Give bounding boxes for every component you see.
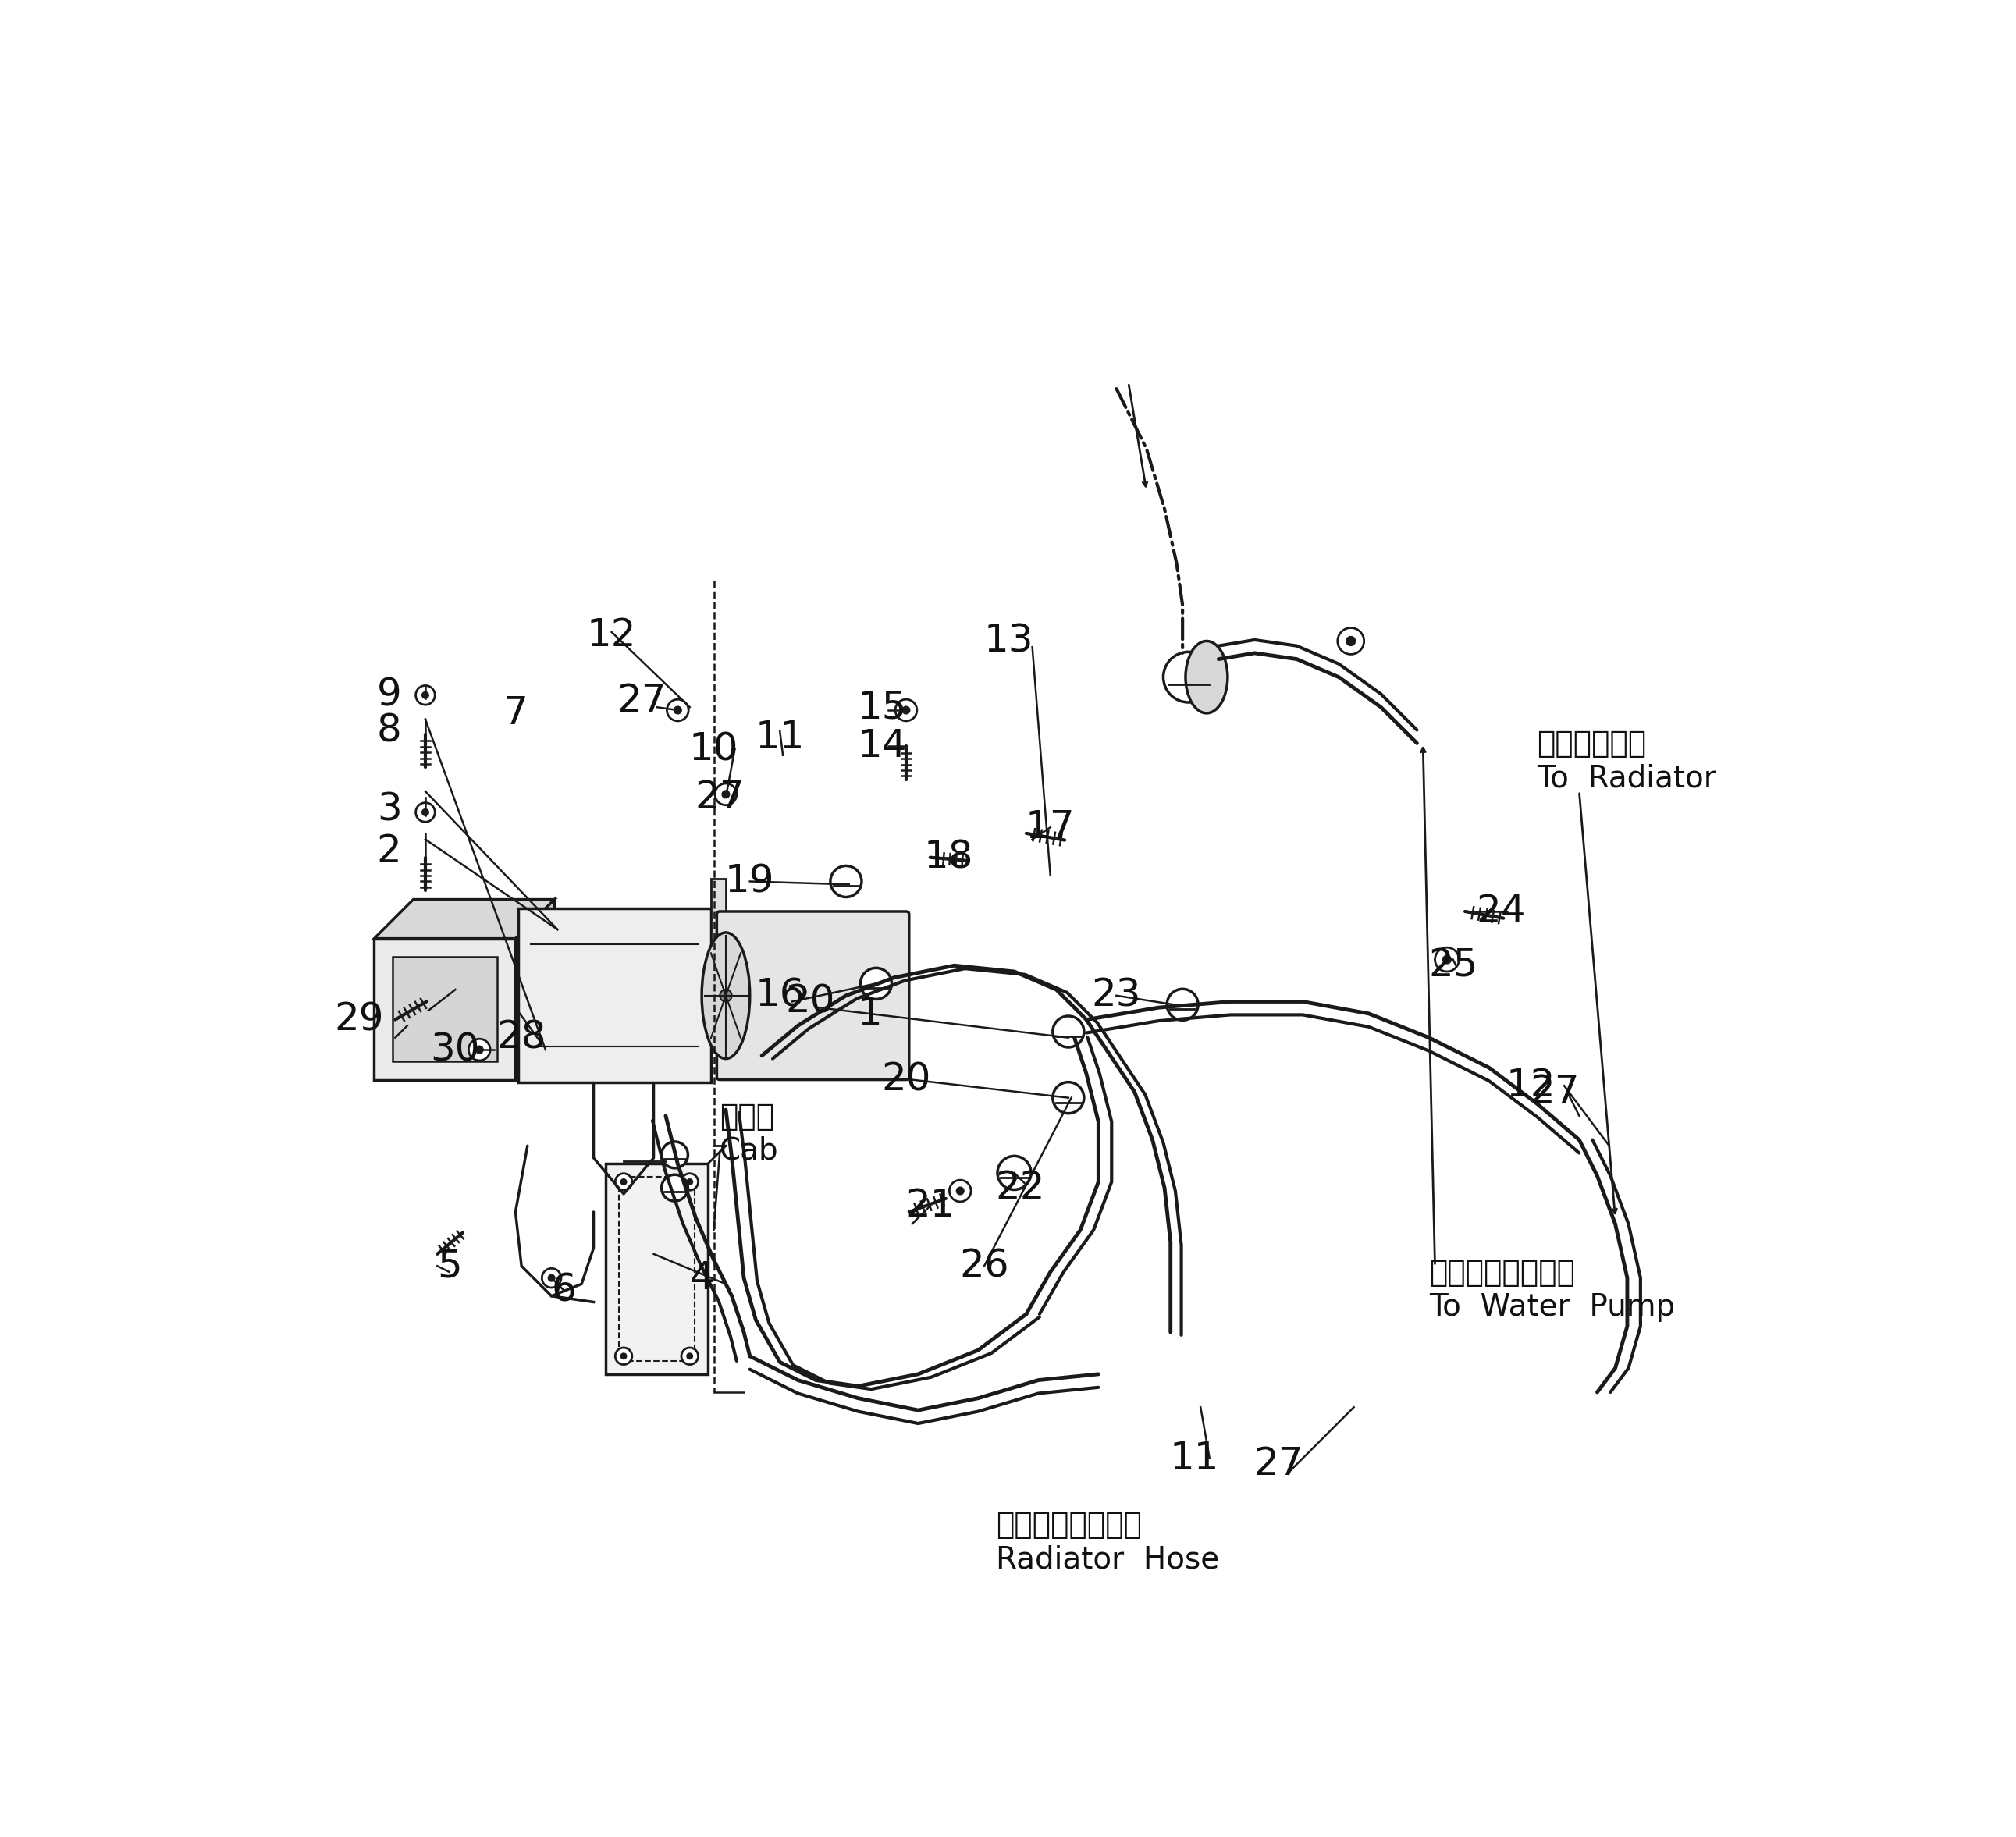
Text: 7: 7	[504, 694, 528, 731]
Text: 29: 29	[335, 1001, 383, 1038]
Text: 2: 2	[377, 832, 401, 871]
Text: ラジエータホース
Radiator  Hose: ラジエータホース Radiator Hose	[996, 1510, 1220, 1574]
Circle shape	[421, 693, 429, 698]
Circle shape	[861, 968, 891, 999]
Circle shape	[1347, 636, 1355, 645]
Bar	[712, 878, 726, 957]
Circle shape	[1052, 1082, 1085, 1113]
Polygon shape	[375, 900, 554, 939]
Circle shape	[681, 1174, 698, 1190]
Text: 27: 27	[617, 682, 667, 720]
Circle shape	[722, 790, 730, 797]
Circle shape	[716, 783, 736, 805]
Text: 28: 28	[496, 1020, 546, 1056]
Circle shape	[681, 1348, 698, 1365]
Text: 27: 27	[1530, 1073, 1581, 1110]
Circle shape	[621, 1354, 627, 1359]
Text: 15: 15	[857, 689, 907, 726]
Text: 4: 4	[689, 1260, 714, 1297]
Text: 12: 12	[1506, 1067, 1556, 1104]
Text: 9: 9	[377, 676, 401, 715]
Circle shape	[415, 685, 435, 705]
Circle shape	[468, 1040, 490, 1060]
Circle shape	[956, 1187, 964, 1194]
Text: 25: 25	[1427, 946, 1478, 985]
Circle shape	[1163, 652, 1214, 702]
Bar	[619, 1178, 696, 1361]
FancyBboxPatch shape	[718, 911, 909, 1080]
Polygon shape	[516, 900, 554, 1080]
Circle shape	[542, 1268, 560, 1288]
Text: 26: 26	[960, 1247, 1010, 1284]
Text: 18: 18	[923, 840, 974, 876]
Text: 3: 3	[377, 790, 401, 828]
Text: 11: 11	[1169, 1440, 1220, 1477]
Circle shape	[1443, 955, 1452, 964]
Text: 20: 20	[784, 983, 835, 1020]
Circle shape	[1167, 988, 1198, 1020]
Text: 5: 5	[437, 1247, 462, 1284]
Text: 22: 22	[996, 1168, 1044, 1207]
Circle shape	[903, 707, 909, 715]
Circle shape	[687, 1354, 694, 1359]
Text: 19: 19	[726, 863, 774, 900]
Text: 16: 16	[756, 977, 804, 1014]
Circle shape	[661, 1174, 687, 1201]
Circle shape	[950, 1179, 972, 1201]
Circle shape	[621, 1179, 627, 1185]
Circle shape	[720, 990, 732, 1001]
Circle shape	[548, 1275, 554, 1282]
Circle shape	[415, 803, 435, 821]
Text: 24: 24	[1476, 893, 1526, 930]
Text: 10: 10	[689, 731, 738, 768]
Bar	[375, 939, 516, 1080]
Text: 30: 30	[431, 1031, 480, 1069]
Circle shape	[1337, 628, 1365, 654]
Circle shape	[615, 1174, 633, 1190]
Circle shape	[998, 1155, 1030, 1190]
Ellipse shape	[702, 933, 750, 1058]
Text: 6: 6	[550, 1271, 577, 1308]
Circle shape	[661, 1141, 687, 1168]
Bar	[518, 909, 712, 1082]
Text: 17: 17	[1026, 808, 1075, 847]
Circle shape	[895, 700, 917, 720]
Text: 8: 8	[377, 713, 401, 749]
Bar	[605, 1165, 708, 1374]
Text: 27: 27	[696, 779, 744, 816]
Text: 12: 12	[587, 617, 637, 654]
Text: キャブ
Cab: キャブ Cab	[720, 1102, 778, 1166]
Circle shape	[667, 700, 689, 720]
Text: 23: 23	[1091, 977, 1141, 1014]
Text: ラジエータへ
To  Radiator: ラジエータへ To Radiator	[1536, 729, 1716, 794]
Circle shape	[476, 1045, 484, 1053]
Text: ウォータポンプへ
To  Water  Pump: ウォータポンプへ To Water Pump	[1429, 1258, 1675, 1323]
Text: 1: 1	[857, 996, 883, 1032]
Bar	[393, 957, 498, 1062]
Circle shape	[831, 865, 861, 896]
Circle shape	[687, 1179, 694, 1185]
Circle shape	[615, 1348, 633, 1365]
Ellipse shape	[1185, 641, 1228, 713]
Circle shape	[1435, 948, 1460, 972]
Circle shape	[1052, 1016, 1085, 1047]
Circle shape	[673, 707, 681, 715]
Circle shape	[421, 808, 429, 816]
Text: 14: 14	[857, 727, 907, 764]
Text: 27: 27	[1254, 1446, 1304, 1482]
Text: 11: 11	[756, 718, 804, 757]
Text: 13: 13	[984, 623, 1032, 659]
Text: 21: 21	[905, 1187, 956, 1225]
Text: 20: 20	[881, 1062, 931, 1099]
